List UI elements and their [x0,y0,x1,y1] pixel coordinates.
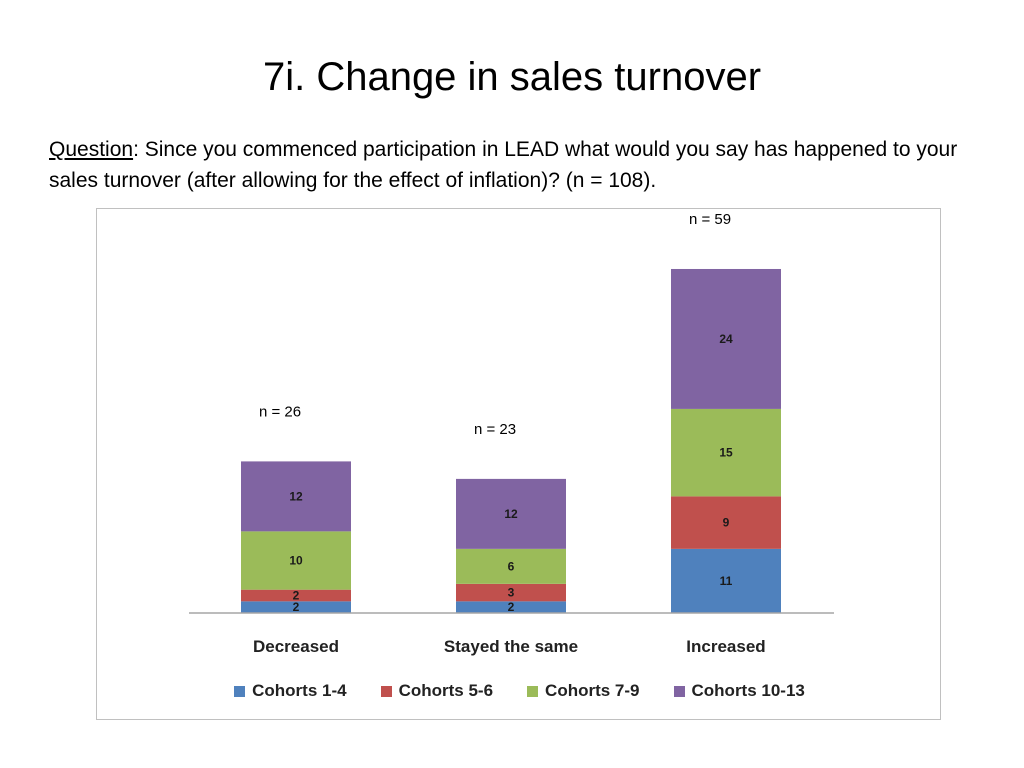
bar-segment [456,548,566,584]
legend-swatch [234,685,246,697]
data-label: 3 [508,586,515,600]
data-label: 2 [293,600,300,614]
bar-segment [671,408,781,497]
bar-segment [241,589,351,602]
data-label: 9 [723,516,730,530]
legend-swatch [527,685,539,697]
data-label: 24 [719,332,733,346]
question-text: Question: Since you commenced participat… [49,134,994,196]
bar-segment [241,531,351,590]
question-body: : Since you commenced participation in L… [49,138,958,192]
category-label: Stayed the same [444,637,578,656]
chart-frame: 2 2 10 12 n = 26 Decreased 2 3 6 12 n = 23 Stayed t… [96,208,941,720]
bar-segment [241,461,351,532]
legend-swatch [380,685,392,697]
question-label: Question [49,138,134,161]
category-label: Increased [686,637,765,656]
data-label: 12 [289,489,303,503]
legend-item: Cohorts 10-13 [673,681,805,701]
legend-item: Cohorts 1-4 [234,681,347,701]
bar-segment [671,496,781,549]
legend-label: Cohorts 5-6 [398,681,494,700]
total-label: n = 59 [689,211,731,228]
data-label: 15 [719,446,733,460]
legend-item: Cohorts 7-9 [527,681,640,701]
bar-segment [456,478,566,549]
data-label: 11 [720,574,733,588]
data-label: 10 [289,554,303,568]
category-label: Decreased [253,637,339,656]
data-label: 12 [504,507,518,521]
legend-label: Cohorts 1-4 [252,681,347,700]
bar-segment [241,601,351,613]
legend-item: Cohorts 5-6 [380,681,494,701]
slide-title: 7i. Change in sales turnover [262,55,762,99]
bar-segment [671,548,781,613]
legend-label: Cohorts 7-9 [545,681,640,700]
chart-legend: Cohorts 1-4 Cohorts 5-6 Cohorts 7-9 Cohorts… [97,681,942,701]
total-label: n = 26 [259,403,301,420]
total-label: n = 23 [474,421,516,438]
data-label: 6 [508,559,515,573]
bar-segment [456,601,566,613]
bar-segment [671,268,781,409]
bar-segment [456,583,566,602]
legend-label: Cohorts 10-13 [691,681,805,700]
data-label: 2 [508,600,515,614]
legend-swatch [673,685,685,697]
data-label: 2 [293,589,300,603]
